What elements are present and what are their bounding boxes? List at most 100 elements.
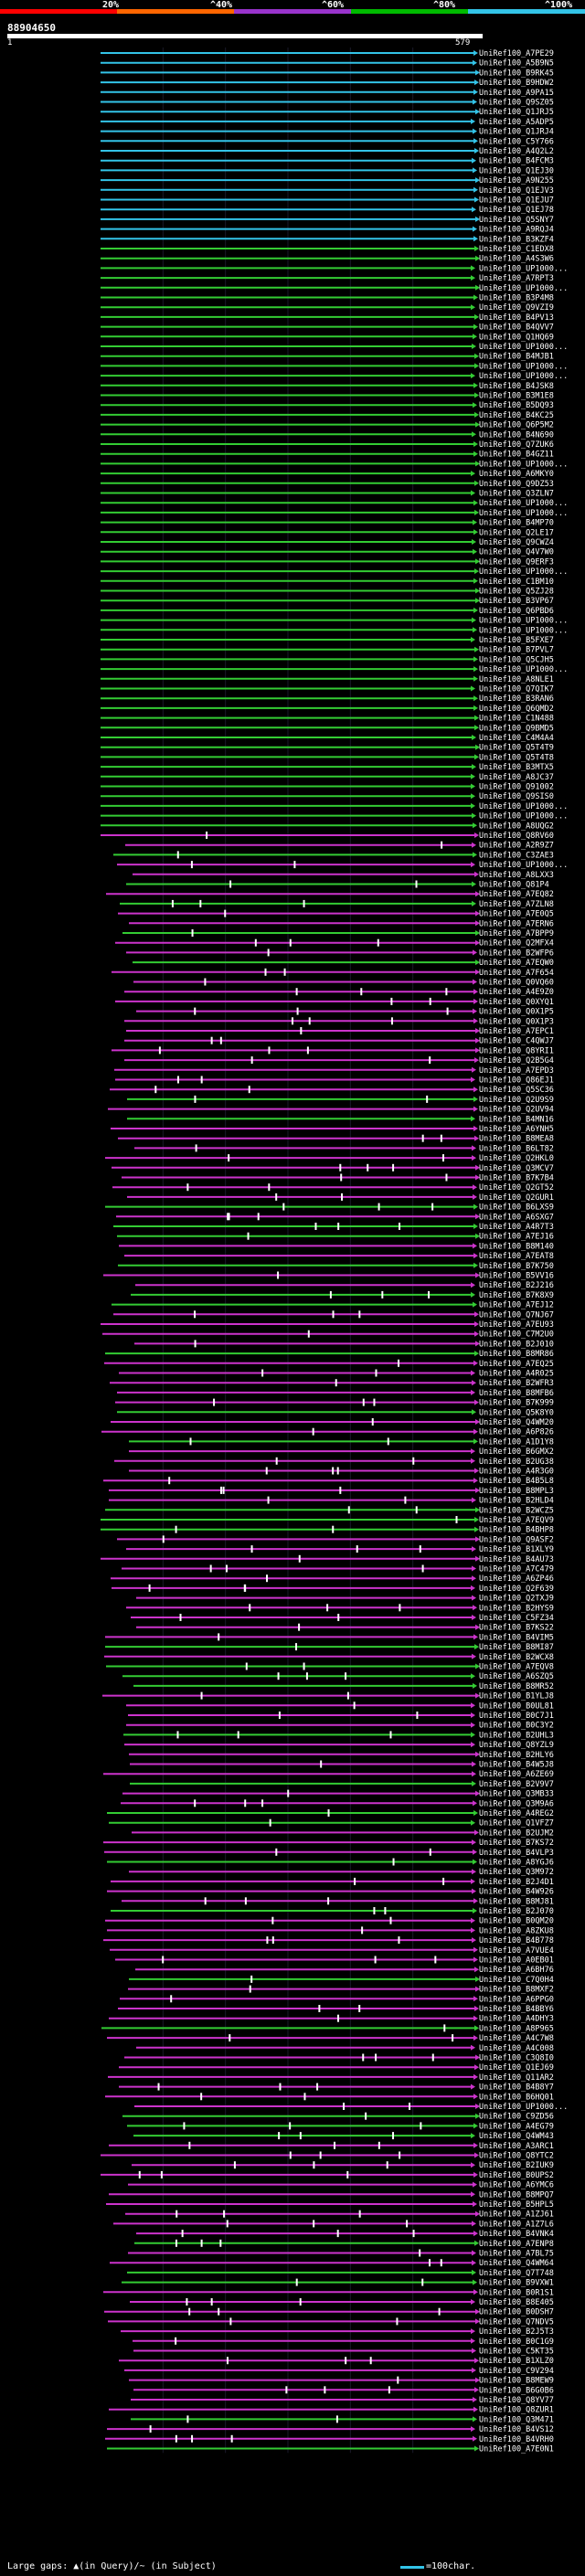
- hit-label[interactable]: UniRef100_Q7NJ67: [479, 1310, 554, 1320]
- hit-label[interactable]: UniRef100_A7C479: [479, 1565, 554, 1574]
- hit-label[interactable]: UniRef100_UP1000...: [479, 626, 568, 635]
- hit-label[interactable]: UniRef100_B8MR52: [479, 1682, 554, 1691]
- hit-label[interactable]: UniRef100_A4C7W8: [479, 2034, 554, 2043]
- hit-label[interactable]: UniRef100_A6SXG7: [479, 1213, 554, 1222]
- hit-label[interactable]: UniRef100_Q4V7W0: [479, 548, 554, 557]
- hit-label[interactable]: UniRef100_B7K750: [479, 1262, 554, 1271]
- hit-label[interactable]: UniRef100_B4N690: [479, 430, 554, 440]
- hit-label[interactable]: UniRef100_Q0X1P5: [479, 1008, 554, 1017]
- hit-label[interactable]: UniRef100_A4Q2L2: [479, 147, 554, 156]
- hit-label[interactable]: UniRef100_Q3M471: [479, 2415, 554, 2424]
- hit-label[interactable]: UniRef100_Q1JRJ4: [479, 128, 554, 137]
- hit-label[interactable]: UniRef100_Q3M9A6: [479, 1799, 554, 1808]
- hit-label[interactable]: UniRef100_Q6PBD6: [479, 607, 554, 616]
- hit-label[interactable]: UniRef100_A5B9N5: [479, 59, 554, 69]
- hit-label[interactable]: UniRef100_B2HYS9: [479, 1604, 554, 1613]
- hit-label[interactable]: UniRef100_B8MFB6: [479, 1389, 554, 1398]
- hit-label[interactable]: UniRef100_B0UL81: [479, 1701, 554, 1711]
- hit-label[interactable]: UniRef100_A5ADP5: [479, 118, 554, 127]
- hit-label[interactable]: UniRef100_Q2MFX4: [479, 939, 554, 949]
- hit-label[interactable]: UniRef100_B0UPS2: [479, 2171, 554, 2180]
- hit-label[interactable]: UniRef100_UP1000...: [479, 499, 568, 508]
- hit-label[interactable]: UniRef100_B9VXW1: [479, 2279, 554, 2288]
- hit-label[interactable]: UniRef100_A6P826: [479, 1428, 554, 1437]
- hit-label[interactable]: UniRef100_A6MKY0: [479, 470, 554, 479]
- hit-label[interactable]: UniRef100_B6HQ01: [479, 2093, 554, 2102]
- hit-label[interactable]: UniRef100_Q0X1P3: [479, 1017, 554, 1026]
- hit-label[interactable]: UniRef100_B0QM20: [479, 1917, 554, 1926]
- hit-label[interactable]: UniRef100_A9N255: [479, 176, 554, 186]
- hit-label[interactable]: UniRef100_C9ZD56: [479, 2113, 554, 2122]
- hit-label[interactable]: UniRef100_A6SZQ5: [479, 1672, 554, 1681]
- hit-label[interactable]: UniRef100_B9RK45: [479, 69, 554, 78]
- hit-label[interactable]: UniRef100_Q7ZUK6: [479, 440, 554, 450]
- hit-label[interactable]: UniRef100_C5Y766: [479, 137, 554, 146]
- hit-label[interactable]: UniRef100_Q4WM64: [479, 2259, 554, 2268]
- hit-label[interactable]: UniRef100_A7EQV9: [479, 1516, 554, 1525]
- hit-label[interactable]: UniRef100_B4VNK4: [479, 2230, 554, 2239]
- hit-label[interactable]: UniRef100_B2HLD4: [479, 1497, 554, 1506]
- hit-label[interactable]: UniRef100_Q86EJ1: [479, 1076, 554, 1086]
- hit-label[interactable]: UniRef100_A1Z7L6: [479, 2220, 554, 2229]
- hit-label[interactable]: UniRef100_A7EQ25: [479, 1360, 554, 1369]
- hit-label[interactable]: UniRef100_Q2GT52: [479, 1183, 554, 1193]
- hit-label[interactable]: UniRef100_A4R025: [479, 1370, 554, 1379]
- hit-label[interactable]: UniRef100_A7EPD3: [479, 1066, 554, 1076]
- hit-label[interactable]: UniRef100_B8M140: [479, 1242, 554, 1251]
- hit-label[interactable]: UniRef100_Q5K8Y0: [479, 1408, 554, 1417]
- hit-label[interactable]: UniRef100_A7EJ12: [479, 1301, 554, 1310]
- hit-label[interactable]: UniRef100_Q9DZ53: [479, 480, 554, 489]
- hit-label[interactable]: UniRef100_B4W5J8: [479, 1761, 554, 1770]
- hit-label[interactable]: UniRef100_UP1000...: [479, 665, 568, 674]
- hit-label[interactable]: UniRef100_B0C3Y2: [479, 1722, 554, 1731]
- hit-label[interactable]: UniRef100_UP1000...: [479, 802, 568, 811]
- hit-label[interactable]: UniRef100_B2IUK9: [479, 2161, 554, 2170]
- hit-label[interactable]: UniRef100_Q2TXJ9: [479, 1595, 554, 1604]
- hit-label[interactable]: UniRef100_A7EQ82: [479, 890, 554, 899]
- hit-label[interactable]: UniRef100_A9RQJ4: [479, 226, 554, 235]
- hit-label[interactable]: UniRef100_Q8YTC2: [479, 2152, 554, 2161]
- hit-label[interactable]: UniRef100_B2J070: [479, 1907, 554, 1916]
- hit-label[interactable]: UniRef100_B5FXE7: [479, 636, 554, 645]
- hit-label[interactable]: UniRef100_Q5T4T8: [479, 753, 554, 762]
- hit-label[interactable]: UniRef100_Q1HQ69: [479, 333, 554, 342]
- hit-label[interactable]: UniRef100_Q1VFZ7: [479, 1819, 554, 1829]
- hit-label[interactable]: UniRef100_Q2B5G4: [479, 1056, 554, 1065]
- hit-label[interactable]: UniRef100_A8JC37: [479, 773, 554, 782]
- hit-label[interactable]: UniRef100_Q0XYQ1: [479, 998, 554, 1007]
- hit-label[interactable]: UniRef100_B2J010: [479, 1340, 554, 1349]
- hit-label[interactable]: UniRef100_Q5CJH5: [479, 655, 554, 664]
- hit-label[interactable]: UniRef100_Q6QMD2: [479, 705, 554, 714]
- hit-label[interactable]: UniRef100_B8MPQ7: [479, 2190, 554, 2200]
- hit-label[interactable]: UniRef100_B4B8Y7: [479, 2083, 554, 2093]
- hit-label[interactable]: UniRef100_C7M2U0: [479, 1330, 554, 1340]
- hit-label[interactable]: UniRef100_B2V9V7: [479, 1780, 554, 1789]
- hit-label[interactable]: UniRef100_B2UJM2: [479, 1829, 554, 1838]
- hit-label[interactable]: UniRef100_Q6P5M2: [479, 421, 554, 430]
- hit-label[interactable]: UniRef100_B8MEA8: [479, 1135, 554, 1144]
- hit-label[interactable]: UniRef100_A8NLE1: [479, 675, 554, 684]
- hit-label[interactable]: UniRef100_B3RAN6: [479, 694, 554, 704]
- hit-label[interactable]: UniRef100_Q9BMD5: [479, 724, 554, 733]
- hit-label[interactable]: UniRef100_A1ZJ61: [479, 2210, 554, 2220]
- hit-label[interactable]: UniRef100_Q1EJ30: [479, 166, 554, 175]
- hit-label[interactable]: UniRef100_A6YMC6: [479, 2181, 554, 2190]
- hit-label[interactable]: UniRef100_UP1000...: [479, 372, 568, 381]
- hit-label[interactable]: UniRef100_A7BPP9: [479, 929, 554, 938]
- hit-label[interactable]: UniRef100_Q3MB33: [479, 1790, 554, 1799]
- hit-label[interactable]: UniRef100_Q5ZJ28: [479, 588, 554, 597]
- hit-label[interactable]: UniRef100_Q3M972: [479, 1868, 554, 1877]
- hit-label[interactable]: UniRef100_B2J5T3: [479, 2327, 554, 2337]
- hit-label[interactable]: UniRef100_A8UQG2: [479, 822, 554, 831]
- hit-label[interactable]: UniRef100_UP1000...: [479, 343, 568, 352]
- hit-label[interactable]: UniRef100_B6LXS9: [479, 1203, 554, 1213]
- hit-label[interactable]: UniRef100_A4R3G0: [479, 1468, 554, 1477]
- hit-label[interactable]: UniRef100_Q5T4T9: [479, 744, 554, 753]
- hit-label[interactable]: UniRef100_A7VUE4: [479, 1946, 554, 1956]
- hit-label[interactable]: UniRef100_C1BM10: [479, 578, 554, 587]
- hit-label[interactable]: UniRef100_Q1EJ69: [479, 2063, 554, 2072]
- hit-label[interactable]: UniRef100_UP1000...: [479, 362, 568, 371]
- hit-label[interactable]: UniRef100_Q2HKL0: [479, 1154, 554, 1163]
- hit-label[interactable]: UniRef100_B3KZF4: [479, 235, 554, 244]
- hit-label[interactable]: UniRef100_A4S3W6: [479, 255, 554, 264]
